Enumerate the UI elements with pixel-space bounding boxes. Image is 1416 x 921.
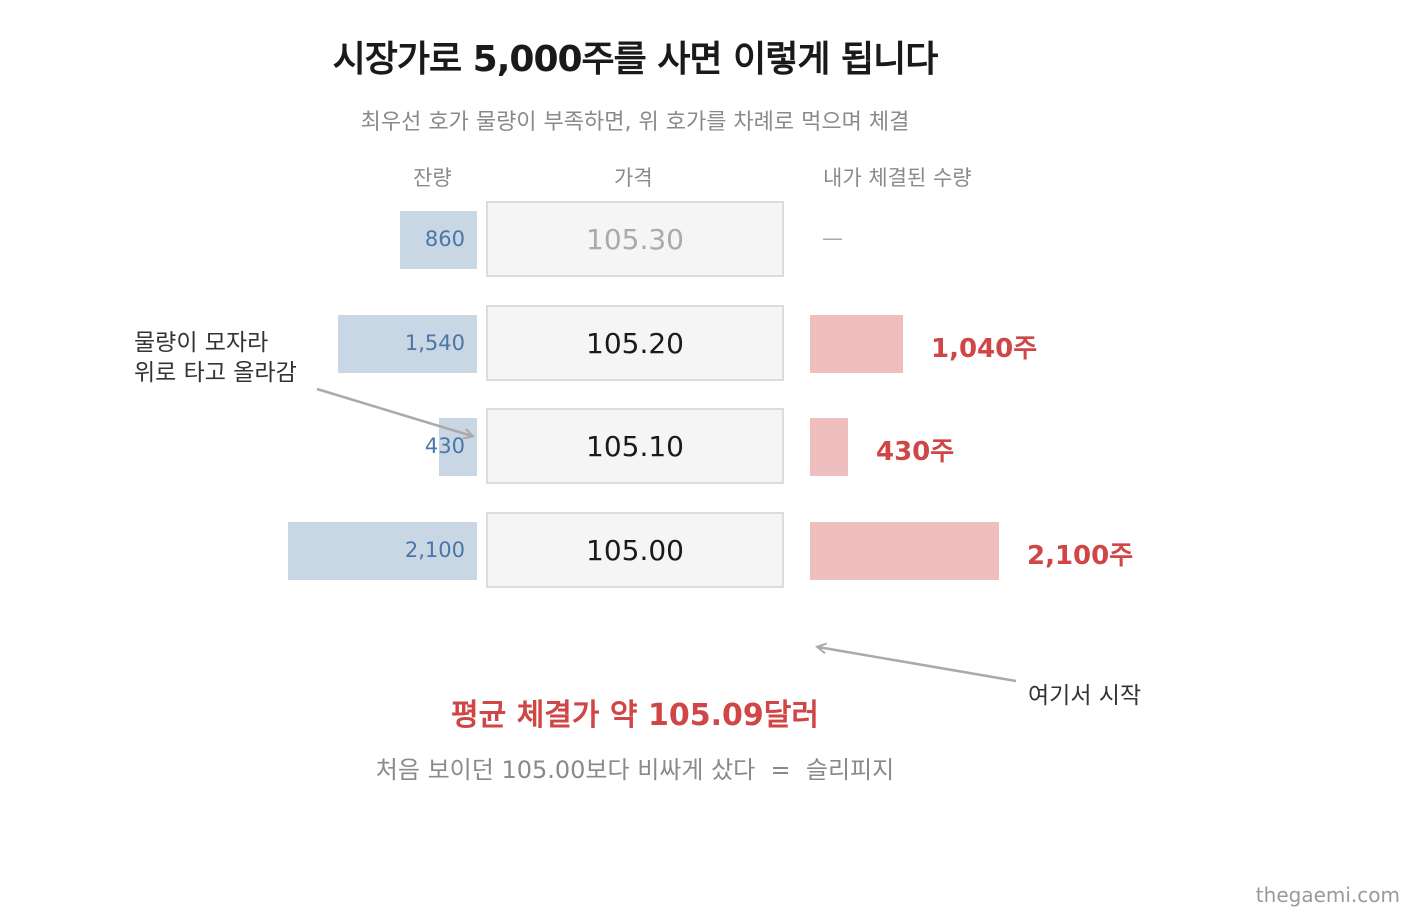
filled-none: — bbox=[822, 226, 843, 250]
filled-label: 2,100주 bbox=[1027, 541, 1134, 571]
arrow-start bbox=[818, 647, 1017, 683]
column-header-price: 가격 bbox=[614, 166, 653, 190]
watermark: thegaemi.com bbox=[1255, 883, 1400, 907]
price-level: 105.10 bbox=[486, 408, 784, 484]
filled-bar bbox=[810, 418, 848, 476]
remaining-value: 1,540 bbox=[404, 331, 465, 355]
remaining-bar bbox=[288, 522, 477, 580]
price-level: 105.20 bbox=[486, 305, 784, 381]
note-climb-line1: 물량이 모자라 bbox=[134, 330, 269, 356]
remaining-bar bbox=[338, 315, 477, 373]
filled-bar bbox=[810, 522, 999, 580]
filled-bar bbox=[810, 315, 903, 373]
column-header-filled: 내가 체결된 수량 bbox=[823, 166, 972, 190]
price-level: 105.00 bbox=[486, 512, 784, 588]
column-header-remaining: 잔량 bbox=[413, 166, 452, 190]
slippage-explanation: 처음 보이던 105.00보다 비싸게 샀다 = 슬리피지 bbox=[375, 756, 895, 784]
note-climb-line2: 위로 타고 올라감 bbox=[134, 360, 297, 386]
filled-label: 430주 bbox=[876, 437, 955, 467]
filled-label: 1,040주 bbox=[931, 334, 1038, 364]
price-level: 105.30 bbox=[486, 201, 784, 277]
page-title: 시장가로 5,000주를 사면 이렇게 됩니다 bbox=[332, 39, 939, 80]
remaining-bar bbox=[400, 211, 477, 269]
page-subtitle: 최우선 호가 물량이 부족하면, 위 호가를 차례로 먹으며 체결 bbox=[360, 110, 910, 135]
remaining-value: 430 bbox=[424, 434, 465, 458]
remaining-value: 2,100 bbox=[404, 538, 465, 562]
average-price-headline: 평균 체결가 약 105.09달러 bbox=[451, 698, 819, 733]
remaining-value: 860 bbox=[424, 227, 465, 251]
arrow-climb bbox=[316, 387, 472, 436]
note-start: 여기서 시작 bbox=[1028, 683, 1142, 709]
